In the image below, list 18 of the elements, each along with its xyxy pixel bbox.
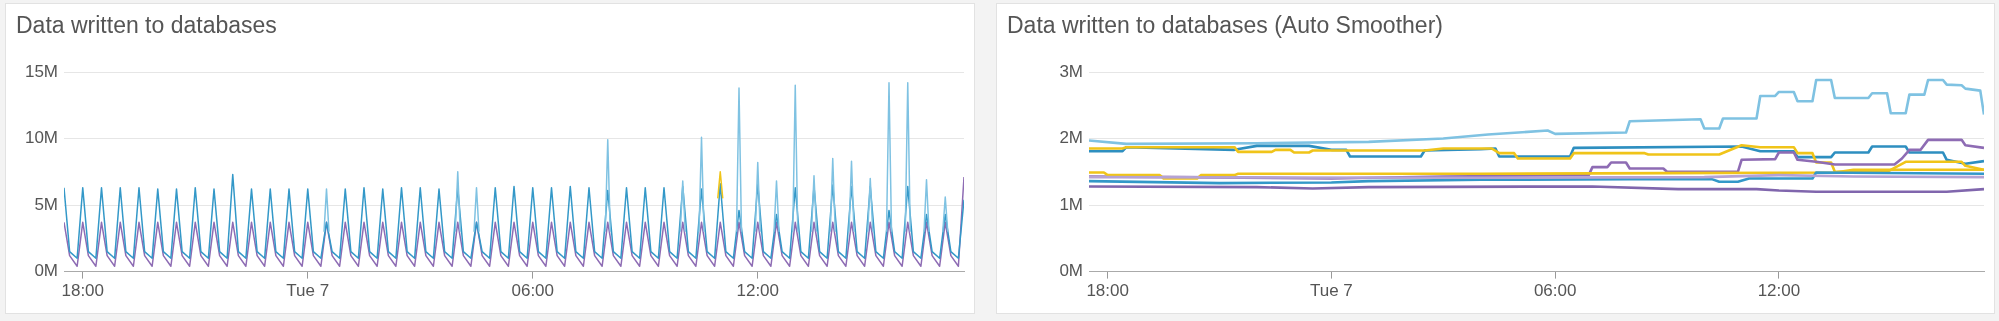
y-tick-label: 2M [1059, 128, 1083, 148]
y-tick-label: 1M [1059, 194, 1083, 214]
x-tick-label: 12:00 [736, 281, 780, 301]
y-tick-label: 3M [1059, 61, 1083, 81]
x-tick-label: 06:00 [1533, 281, 1577, 301]
y-tick-label: 5M [34, 194, 58, 214]
y-tick-label: 15M [24, 61, 58, 81]
y-tick-label: 0M [34, 261, 58, 281]
x-tick-label: 18:00 [1086, 281, 1129, 301]
x-tick-label: 12:00 [1757, 281, 1801, 301]
x-tick-label: 18:00 [61, 281, 105, 301]
x-tick-label: Tue 7 [1309, 281, 1353, 301]
y-tick-label: 0M [1059, 261, 1083, 281]
x-tick-label: 06:00 [511, 281, 555, 301]
y-tick-label: 10M [24, 128, 58, 148]
x-tick-label: Tue 7 [286, 281, 330, 301]
chart-title: Data written to databases [16, 12, 277, 39]
chart-title: Data written to databases (Auto Smoother) [1007, 12, 1443, 39]
